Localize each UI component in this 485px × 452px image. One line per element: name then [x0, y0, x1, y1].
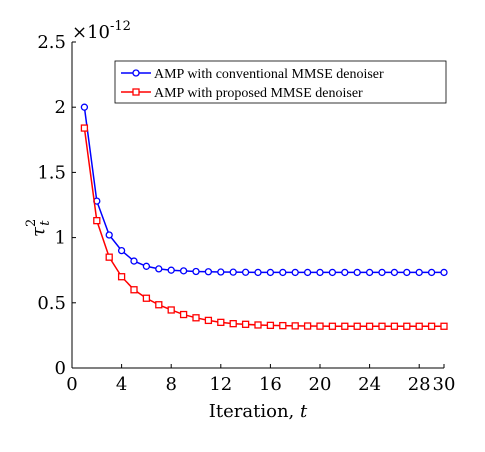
- data-point: [365, 322, 374, 330]
- data-point: [155, 265, 163, 273]
- data-point: [440, 268, 448, 277]
- data-point: [142, 262, 151, 270]
- y-tick-label: 0.5: [37, 293, 66, 314]
- data-point: [192, 267, 200, 276]
- data-point: [117, 273, 126, 281]
- data-point: [341, 322, 349, 330]
- data-point: [204, 316, 213, 325]
- data-point: [80, 124, 89, 132]
- data-point: [241, 320, 250, 328]
- data-point: [403, 268, 411, 277]
- data-point: [328, 268, 337, 277]
- data-point: [241, 268, 250, 276]
- data-point: [378, 268, 386, 277]
- data-point: [440, 322, 448, 330]
- data-point: [378, 322, 386, 330]
- data-point: [390, 322, 399, 330]
- data-point: [229, 268, 237, 276]
- data-point: [266, 268, 275, 277]
- data-point: [341, 268, 349, 277]
- data-point: [130, 257, 138, 265]
- legend-label-conventional: AMP with conventional MMSE denoiser: [154, 67, 384, 82]
- data-point: [291, 268, 299, 277]
- x-tick-label: 20: [309, 374, 332, 395]
- data-point: [254, 268, 262, 277]
- data-point: [167, 306, 175, 314]
- x-tick-label: 8: [165, 374, 176, 395]
- y-tick-label: 1.5: [37, 162, 66, 183]
- data-point: [105, 231, 113, 239]
- y-tick-label: 0: [55, 358, 66, 379]
- legend: AMP with conventional MMSE denoiser AMP …: [114, 60, 447, 104]
- y-axis-label: τ2t: [24, 219, 53, 237]
- series-layer: [80, 103, 448, 330]
- data-point: [93, 216, 101, 225]
- data-point: [353, 268, 361, 277]
- data-point: [217, 268, 225, 276]
- data-point: [80, 103, 89, 111]
- data-point: [328, 322, 337, 330]
- data-point: [427, 322, 436, 330]
- data-point: [192, 314, 200, 322]
- legend-marker-proposed: [132, 88, 140, 96]
- x-tick-label: 30: [433, 374, 456, 395]
- x-tick-label: 4: [116, 374, 127, 395]
- data-point: [303, 268, 312, 277]
- y-tick-label: 1: [55, 228, 66, 249]
- x-tick-label: 28: [408, 374, 431, 395]
- data-point: [155, 301, 163, 309]
- legend-box: [114, 60, 447, 104]
- x-tick-label: 0: [66, 374, 77, 395]
- series-conventional: [80, 103, 448, 277]
- data-point: [167, 266, 175, 274]
- data-point: [291, 322, 299, 330]
- data-point: [117, 246, 126, 255]
- legend-entry-conventional: AMP with conventional MMSE denoiser: [121, 67, 384, 82]
- data-point: [427, 268, 436, 277]
- data-point: [390, 268, 399, 277]
- data-point: [353, 322, 361, 330]
- data-point: [365, 268, 374, 277]
- data-point: [279, 321, 287, 330]
- data-point: [142, 294, 151, 302]
- axes-layer: 0 4 8 12 16 20 24 28 30 0 0.5 1 1.5 2 2.5: [37, 32, 455, 395]
- x-axis-label: Iteration, t: [209, 401, 308, 422]
- data-point: [303, 322, 312, 330]
- data-point: [415, 322, 423, 330]
- legend-marker-conventional: [132, 69, 140, 77]
- y-exponent-label: ×10-12: [72, 19, 131, 43]
- data-point: [105, 253, 113, 261]
- data-point: [279, 268, 287, 277]
- series-proposed: [80, 124, 448, 330]
- x-tick-label: 16: [259, 374, 282, 395]
- x-tick-label: 12: [209, 374, 232, 395]
- data-point: [229, 320, 237, 328]
- data-point: [254, 321, 262, 329]
- data-point: [403, 322, 411, 330]
- x-tick-label: 24: [358, 374, 381, 395]
- data-point: [316, 322, 324, 330]
- data-point: [217, 318, 225, 327]
- y-tick-label: 2.5: [37, 32, 66, 53]
- data-point: [179, 310, 188, 319]
- data-point: [204, 268, 213, 276]
- data-point: [266, 321, 275, 330]
- data-point: [316, 268, 324, 277]
- legend-label-proposed: AMP with proposed MMSE denoiser: [154, 86, 363, 101]
- svg-text:τ2t: τ2t: [24, 219, 53, 237]
- data-point: [179, 267, 188, 275]
- y-tick-label: 2: [55, 97, 66, 118]
- data-point: [130, 286, 138, 294]
- data-point: [415, 268, 423, 277]
- legend-entry-proposed: AMP with proposed MMSE denoiser: [121, 86, 363, 101]
